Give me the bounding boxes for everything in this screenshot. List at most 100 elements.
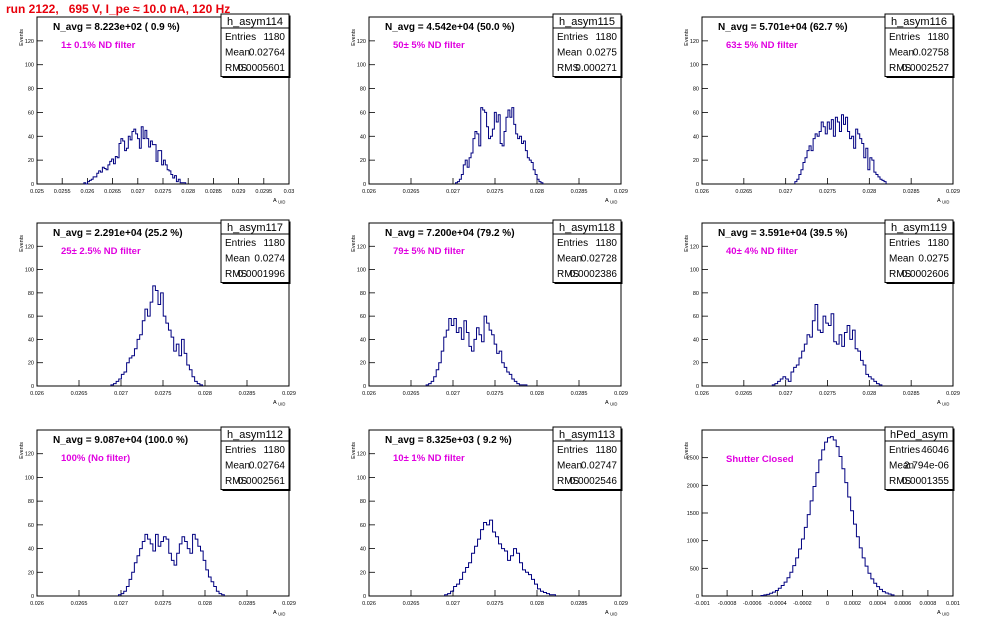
stat-value: 0.02728: [581, 254, 618, 265]
x-tick-label: 0.028: [198, 601, 212, 607]
y-tick-label: 20: [28, 570, 34, 576]
stat-label: RMS: [889, 63, 912, 74]
stats-box: [884, 426, 954, 490]
x-tick-label: 0: [826, 601, 829, 607]
stat-label: Entries: [557, 32, 588, 43]
x-tick-label: 0.029: [614, 391, 628, 397]
stat-label: RMS: [225, 476, 248, 487]
stat-value: 0.0001355: [902, 476, 950, 487]
x-tick-label: 0.0275: [487, 189, 504, 195]
y-tick-label: 80: [360, 499, 366, 505]
x-tick-label: 0.0275: [155, 189, 172, 195]
x-tick-label: 0.028: [181, 189, 195, 195]
y-tick-label: 20: [360, 570, 366, 576]
y-tick-label: 60: [693, 314, 699, 320]
y-tick-label: 80: [28, 291, 34, 297]
y-tick-label: 20: [693, 361, 699, 367]
y-tick-label: 120: [690, 244, 699, 250]
y-tick-label: 60: [360, 314, 366, 320]
stat-value: 1180: [927, 32, 949, 43]
y-tick-label: 500: [690, 566, 699, 572]
y-tick-label: 80: [693, 291, 699, 297]
y-tick-label: 20: [360, 158, 366, 164]
histogram-panel: 0 20 40 60 80 100 120 0.025 0.0255 0.026 0.0265 0.0…: [19, 13, 294, 205]
histogram-name: h_asym114: [227, 16, 283, 28]
stat-label: Entries: [889, 238, 920, 249]
stat-value: 0.02764: [249, 461, 286, 472]
stat-value: 0.02758: [913, 48, 950, 59]
y-tick-label: 120: [25, 39, 34, 45]
stats-box: [552, 426, 622, 490]
histogram-panel: 0 20 40 60 80 100 120 0.026 0.0265 0.027 0.0275 0.0…: [684, 13, 960, 205]
x-tick-label: -0.001: [694, 601, 710, 607]
histogram-name: hPed_asym: [890, 429, 948, 441]
x-tick-label: 0.0002: [844, 601, 861, 607]
y-tick-label: 100: [357, 268, 366, 274]
stat-label: Mean: [557, 461, 582, 472]
stat-label: RMS: [557, 63, 580, 74]
y-axis-label: Events: [684, 442, 690, 459]
x-tick-label: 0.027: [446, 391, 460, 397]
x-tick-label: 0.0275: [819, 391, 836, 397]
x-tick-label: 0.026: [30, 391, 44, 397]
x-tick-label: 0.026: [695, 189, 709, 195]
y-axis-label: Events: [351, 442, 357, 459]
x-tick-label: 0.027: [446, 601, 460, 607]
x-tick-label: 0.029: [614, 601, 628, 607]
x-axis-label: A UID: [273, 610, 285, 617]
y-tick-label: 0: [31, 384, 34, 390]
y-tick-label: 1500: [687, 511, 699, 517]
x-tick-label: 0.001: [946, 601, 960, 607]
y-axis-label: Events: [19, 442, 25, 459]
histogram-panel: 0 20 40 60 80 100 120 0.026 0.0265 0.027 0.0275 0.0…: [351, 426, 628, 617]
stat-value: 46046: [921, 445, 949, 456]
x-axis-label: A UID: [273, 198, 285, 205]
x-tick-label: 0.026: [695, 391, 709, 397]
y-tick-label: 0: [363, 594, 366, 600]
x-tick-label: 0.0275: [487, 391, 504, 397]
y-tick-label: 120: [357, 244, 366, 250]
y-tick-label: 40: [693, 134, 699, 140]
filter-label: 100% (No filter): [61, 453, 130, 464]
stat-value: 0.0275: [586, 48, 617, 59]
x-tick-label: 0.029: [946, 189, 960, 195]
y-tick-label: 80: [28, 87, 34, 93]
x-tick-label: 0.028: [530, 189, 544, 195]
stat-value: 1180: [263, 238, 285, 249]
histogram-series: [117, 533, 225, 596]
y-axis-label: Events: [351, 235, 357, 252]
x-tick-label: 0.0285: [903, 391, 920, 397]
x-tick-label: 0.0265: [403, 601, 420, 607]
stat-label: RMS: [225, 63, 248, 74]
stat-label: Mean: [557, 254, 582, 265]
y-tick-label: 40: [360, 337, 366, 343]
x-tick-label: 0.027: [131, 189, 145, 195]
histogram-panel: 0 20 40 60 80 100 120 0.026 0.0265 0.027 0.0275 0.0…: [351, 219, 628, 407]
stat-value: 1180: [595, 445, 617, 456]
y-tick-label: 120: [25, 244, 34, 250]
x-tick-label: 0.0275: [155, 391, 172, 397]
x-tick-label: -0.0002: [793, 601, 812, 607]
x-tick-label: 0.029: [232, 189, 246, 195]
histogram-name: h_asym115: [559, 16, 615, 28]
y-tick-label: 80: [360, 87, 366, 93]
filter-label: 40± 4% ND filter: [726, 246, 798, 257]
y-tick-label: 2000: [687, 483, 699, 489]
stat-label: RMS: [225, 269, 248, 280]
n-avg-label: N_avg = 8.223e+02 ( 0.9 %): [53, 22, 180, 33]
x-tick-label: 0.026: [362, 391, 376, 397]
n-avg-label: N_avg = 9.087e+04 (100.0 %): [53, 435, 188, 446]
y-tick-label: 1000: [687, 539, 699, 545]
y-tick-label: 2500: [687, 456, 699, 462]
stat-value: 2.794e-06: [904, 461, 949, 472]
stat-value: 1180: [595, 32, 617, 43]
x-tick-label: 0.028: [862, 189, 876, 195]
filter-label: 79± 5% ND filter: [393, 246, 465, 257]
x-tick-label: 0.0285: [903, 189, 920, 195]
stat-value: 1180: [263, 32, 285, 43]
stat-label: Mean: [225, 254, 250, 265]
y-tick-label: 0: [363, 384, 366, 390]
stat-value: 0.0002606: [902, 269, 950, 280]
y-tick-label: 40: [28, 134, 34, 140]
